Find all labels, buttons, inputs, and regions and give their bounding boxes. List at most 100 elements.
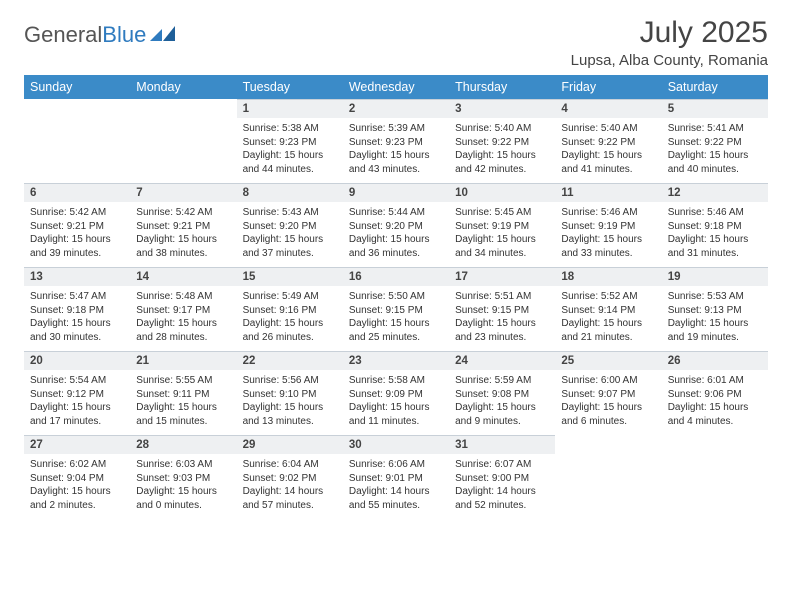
day-details: Sunrise: 6:00 AM Sunset: 9:07 PM Dayligh… (555, 370, 661, 430)
day-number: 31 (449, 435, 555, 454)
calendar-week-row: 13Sunrise: 5:47 AM Sunset: 9:18 PM Dayli… (24, 267, 768, 351)
day-number: 10 (449, 183, 555, 202)
title-block: July 2025 Lupsa, Alba County, Romania (571, 16, 768, 69)
logo: GeneralBlue (24, 16, 176, 48)
day-number: 8 (237, 183, 343, 202)
day-number: 28 (130, 435, 236, 454)
calendar-day-cell: 1Sunrise: 5:38 AM Sunset: 9:23 PM Daylig… (237, 99, 343, 183)
day-number: 4 (555, 99, 661, 118)
calendar-day-cell (24, 99, 130, 183)
day-details: Sunrise: 5:50 AM Sunset: 9:15 PM Dayligh… (343, 286, 449, 346)
day-number: 1 (237, 99, 343, 118)
calendar-day-cell: 3Sunrise: 5:40 AM Sunset: 9:22 PM Daylig… (449, 99, 555, 183)
calendar-day-cell: 27Sunrise: 6:02 AM Sunset: 9:04 PM Dayli… (24, 435, 130, 519)
day-details: Sunrise: 6:04 AM Sunset: 9:02 PM Dayligh… (237, 454, 343, 514)
calendar-day-cell: 31Sunrise: 6:07 AM Sunset: 9:00 PM Dayli… (449, 435, 555, 519)
day-details: Sunrise: 5:55 AM Sunset: 9:11 PM Dayligh… (130, 370, 236, 430)
weekday-header: Friday (555, 75, 661, 99)
day-details: Sunrise: 5:42 AM Sunset: 9:21 PM Dayligh… (24, 202, 130, 262)
day-details: Sunrise: 6:01 AM Sunset: 9:06 PM Dayligh… (662, 370, 768, 430)
day-details: Sunrise: 5:38 AM Sunset: 9:23 PM Dayligh… (237, 118, 343, 178)
weekday-header: Wednesday (343, 75, 449, 99)
calendar-day-cell: 11Sunrise: 5:46 AM Sunset: 9:19 PM Dayli… (555, 183, 661, 267)
logo-word-2: Blue (102, 22, 146, 47)
day-number: 29 (237, 435, 343, 454)
calendar-day-cell: 8Sunrise: 5:43 AM Sunset: 9:20 PM Daylig… (237, 183, 343, 267)
logo-mark-icon (150, 23, 176, 48)
calendar-day-cell: 20Sunrise: 5:54 AM Sunset: 9:12 PM Dayli… (24, 351, 130, 435)
day-number: 5 (662, 99, 768, 118)
calendar-page: GeneralBlue July 2025 Lupsa, Alba County… (0, 0, 792, 519)
day-number: 12 (662, 183, 768, 202)
month-title: July 2025 (571, 16, 768, 50)
day-details: Sunrise: 5:39 AM Sunset: 9:23 PM Dayligh… (343, 118, 449, 178)
calendar-day-cell: 7Sunrise: 5:42 AM Sunset: 9:21 PM Daylig… (130, 183, 236, 267)
day-details: Sunrise: 5:52 AM Sunset: 9:14 PM Dayligh… (555, 286, 661, 346)
day-details: Sunrise: 5:59 AM Sunset: 9:08 PM Dayligh… (449, 370, 555, 430)
day-number: 19 (662, 267, 768, 286)
calendar-day-cell: 26Sunrise: 6:01 AM Sunset: 9:06 PM Dayli… (662, 351, 768, 435)
day-details: Sunrise: 5:44 AM Sunset: 9:20 PM Dayligh… (343, 202, 449, 262)
day-details: Sunrise: 5:40 AM Sunset: 9:22 PM Dayligh… (449, 118, 555, 178)
day-number: 11 (555, 183, 661, 202)
calendar-day-cell: 21Sunrise: 5:55 AM Sunset: 9:11 PM Dayli… (130, 351, 236, 435)
calendar-day-cell: 18Sunrise: 5:52 AM Sunset: 9:14 PM Dayli… (555, 267, 661, 351)
calendar-day-cell: 2Sunrise: 5:39 AM Sunset: 9:23 PM Daylig… (343, 99, 449, 183)
day-details: Sunrise: 5:54 AM Sunset: 9:12 PM Dayligh… (24, 370, 130, 430)
day-number: 22 (237, 351, 343, 370)
calendar-day-cell: 10Sunrise: 5:45 AM Sunset: 9:19 PM Dayli… (449, 183, 555, 267)
weekday-header: Thursday (449, 75, 555, 99)
calendar-day-cell: 13Sunrise: 5:47 AM Sunset: 9:18 PM Dayli… (24, 267, 130, 351)
day-number: 3 (449, 99, 555, 118)
location-label: Lupsa, Alba County, Romania (571, 52, 768, 69)
calendar-day-cell: 9Sunrise: 5:44 AM Sunset: 9:20 PM Daylig… (343, 183, 449, 267)
header: GeneralBlue July 2025 Lupsa, Alba County… (24, 16, 768, 69)
calendar-day-cell: 4Sunrise: 5:40 AM Sunset: 9:22 PM Daylig… (555, 99, 661, 183)
calendar-day-cell: 15Sunrise: 5:49 AM Sunset: 9:16 PM Dayli… (237, 267, 343, 351)
calendar-day-cell: 12Sunrise: 5:46 AM Sunset: 9:18 PM Dayli… (662, 183, 768, 267)
calendar-day-cell: 25Sunrise: 6:00 AM Sunset: 9:07 PM Dayli… (555, 351, 661, 435)
day-details: Sunrise: 6:06 AM Sunset: 9:01 PM Dayligh… (343, 454, 449, 514)
day-details: Sunrise: 5:48 AM Sunset: 9:17 PM Dayligh… (130, 286, 236, 346)
logo-text: GeneralBlue (24, 22, 146, 48)
day-number: 13 (24, 267, 130, 286)
day-number: 27 (24, 435, 130, 454)
day-details: Sunrise: 5:58 AM Sunset: 9:09 PM Dayligh… (343, 370, 449, 430)
day-number: 30 (343, 435, 449, 454)
day-details: Sunrise: 6:07 AM Sunset: 9:00 PM Dayligh… (449, 454, 555, 514)
calendar-week-row: 6Sunrise: 5:42 AM Sunset: 9:21 PM Daylig… (24, 183, 768, 267)
day-details: Sunrise: 5:45 AM Sunset: 9:19 PM Dayligh… (449, 202, 555, 262)
day-number: 7 (130, 183, 236, 202)
weekday-header: Sunday (24, 75, 130, 99)
day-details: Sunrise: 5:49 AM Sunset: 9:16 PM Dayligh… (237, 286, 343, 346)
day-number: 25 (555, 351, 661, 370)
day-number: 14 (130, 267, 236, 286)
calendar-day-cell (555, 435, 661, 519)
day-details: Sunrise: 5:42 AM Sunset: 9:21 PM Dayligh… (130, 202, 236, 262)
day-details: Sunrise: 5:46 AM Sunset: 9:19 PM Dayligh… (555, 202, 661, 262)
calendar-day-cell: 28Sunrise: 6:03 AM Sunset: 9:03 PM Dayli… (130, 435, 236, 519)
day-number: 17 (449, 267, 555, 286)
day-number: 18 (555, 267, 661, 286)
calendar-table: Sunday Monday Tuesday Wednesday Thursday… (24, 75, 768, 519)
day-details: Sunrise: 5:41 AM Sunset: 9:22 PM Dayligh… (662, 118, 768, 178)
day-number: 15 (237, 267, 343, 286)
day-details: Sunrise: 6:02 AM Sunset: 9:04 PM Dayligh… (24, 454, 130, 514)
day-details: Sunrise: 5:53 AM Sunset: 9:13 PM Dayligh… (662, 286, 768, 346)
calendar-day-cell: 24Sunrise: 5:59 AM Sunset: 9:08 PM Dayli… (449, 351, 555, 435)
calendar-day-cell (130, 99, 236, 183)
calendar-day-cell: 16Sunrise: 5:50 AM Sunset: 9:15 PM Dayli… (343, 267, 449, 351)
calendar-week-row: 27Sunrise: 6:02 AM Sunset: 9:04 PM Dayli… (24, 435, 768, 519)
calendar-day-cell: 5Sunrise: 5:41 AM Sunset: 9:22 PM Daylig… (662, 99, 768, 183)
calendar-day-cell: 14Sunrise: 5:48 AM Sunset: 9:17 PM Dayli… (130, 267, 236, 351)
calendar-day-cell: 29Sunrise: 6:04 AM Sunset: 9:02 PM Dayli… (237, 435, 343, 519)
day-details: Sunrise: 5:51 AM Sunset: 9:15 PM Dayligh… (449, 286, 555, 346)
day-details: Sunrise: 5:40 AM Sunset: 9:22 PM Dayligh… (555, 118, 661, 178)
day-details: Sunrise: 5:56 AM Sunset: 9:10 PM Dayligh… (237, 370, 343, 430)
day-details: Sunrise: 5:47 AM Sunset: 9:18 PM Dayligh… (24, 286, 130, 346)
day-number: 16 (343, 267, 449, 286)
day-number: 21 (130, 351, 236, 370)
calendar-week-row: 20Sunrise: 5:54 AM Sunset: 9:12 PM Dayli… (24, 351, 768, 435)
day-number: 9 (343, 183, 449, 202)
day-details: Sunrise: 5:43 AM Sunset: 9:20 PM Dayligh… (237, 202, 343, 262)
